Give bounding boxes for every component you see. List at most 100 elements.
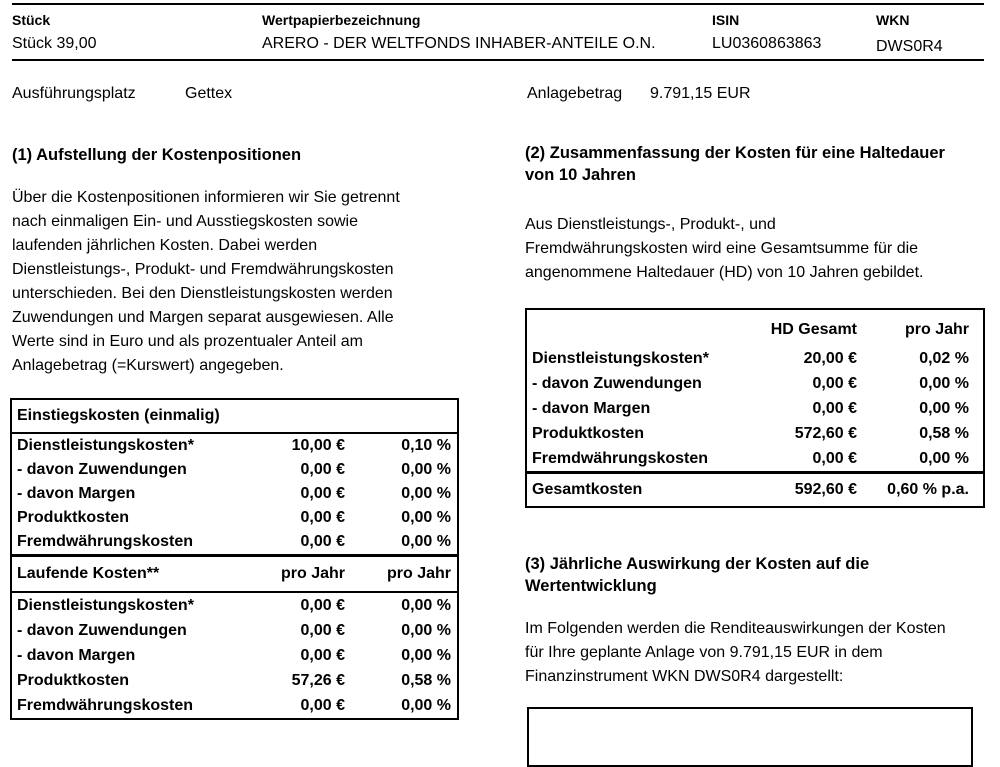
section2-paragraph: Aus Dienstleistungs-, Produkt-, und Frem… [525, 216, 924, 281]
cost-eur-cell: 0,00 € [300, 533, 345, 550]
table-row: Produktkosten 57,26 € 0,58 % [12, 668, 457, 693]
cost-eur-cell: 20,00 € [803, 350, 857, 367]
cost-eur-cell: 57,26 € [291, 672, 345, 689]
section3-paragraph: Im Folgenden werden die Renditeauswirkun… [525, 620, 946, 685]
summary-col3-header: pro Jahr [904, 321, 969, 338]
section2-heading: (2) Zusammenfassung der Kosten für eine … [525, 144, 945, 184]
cost-label-cell: Dienstleistungskosten* [17, 437, 194, 454]
cost-pct-cell: 0,00 % [401, 509, 451, 526]
cost-eur-cell: 0,00 € [812, 375, 857, 392]
isin-value: LU0360863863 [712, 35, 822, 52]
table-row: - davon Margen 0,00 € 0,00 % [527, 396, 983, 421]
cost-pct-cell: 0,00 % [401, 485, 451, 502]
security-quantity-field: Stück Stück 39,00 [12, 13, 97, 52]
running-costs-header: Laufende Kosten** [17, 565, 160, 582]
cost-pct-cell: 0,00 % [401, 697, 451, 714]
cost-pct-cell: 0,00 % [401, 597, 451, 614]
wkn-value: DWS0R4 [876, 38, 943, 55]
wkn-field: WKN DWS0R4 [876, 13, 943, 55]
table-row: Produktkosten 0,00 € 0,00 % [12, 506, 457, 530]
running-costs-col3-header: pro Jahr [386, 565, 451, 582]
cost-label-cell: - davon Margen [532, 400, 651, 417]
cost-label-cell: Fremdwährungskosten [17, 697, 194, 714]
cost-eur-cell: 0,00 € [300, 461, 345, 478]
cost-label-cell: Fremdwährungskosten [532, 450, 709, 467]
divider-header-bottom [12, 59, 984, 61]
cost-eur-cell: 0,00 € [812, 450, 857, 467]
summary-header-row: HD Gesamt pro Jahr [527, 310, 983, 346]
summary-col2-header: HD Gesamt [770, 321, 857, 338]
cost-pct-cell: 0,58 % [919, 425, 969, 442]
cost-eur-cell: 0,00 € [300, 697, 345, 714]
table-row: - davon Zuwendungen 0,00 € 0,00 % [12, 618, 457, 643]
cost-label-cell: - davon Zuwendungen [17, 461, 187, 478]
cost-eur-cell: 572,60 € [794, 425, 857, 442]
isin-label: ISIN [712, 12, 740, 28]
cost-pct-cell: 0,00 % [401, 533, 451, 550]
table-row: Dienstleistungskosten* 20,00 € 0,02 % [527, 346, 983, 371]
cost-pct-cell: 0,58 % [401, 672, 451, 689]
wkn-label: WKN [876, 12, 910, 28]
table-row: Produktkosten 572,60 € 0,58 % [527, 421, 983, 446]
entry-costs-header: Einstiegskosten (einmalig) [12, 400, 457, 434]
execution-venue-value: Gettex [185, 85, 233, 102]
table-row: - davon Margen 0,00 € 0,00 % [12, 482, 457, 506]
summary-empty-header [527, 310, 742, 346]
cost-label-cell: - davon Zuwendungen [532, 375, 702, 392]
cost-label-cell: Fremdwährungskosten [17, 533, 194, 550]
total-label-cell: Gesamtkosten [532, 481, 643, 498]
table-row: - davon Margen 0,00 € 0,00 % [12, 643, 457, 668]
table-row: Dienstleistungskosten* 10,00 € 0,10 % [12, 434, 457, 458]
cost-label-cell: Produktkosten [17, 672, 130, 689]
return-impact-box [527, 707, 973, 767]
cost-pct-cell: 0,00 % [401, 647, 451, 664]
cost-label-cell: - davon Margen [17, 485, 136, 502]
cost-eur-cell: 0,00 € [300, 622, 345, 639]
total-costs-row: Gesamtkosten 592,60 € 0,60 % p.a. [527, 471, 983, 506]
table-row: - davon Zuwendungen 0,00 € 0,00 % [527, 371, 983, 396]
cost-pct-cell: 0,02 % [919, 350, 969, 367]
isin-field: ISIN LU0360863863 [712, 13, 821, 52]
cost-pct-cell: 0,00 % [401, 461, 451, 478]
quantity-value: Stück 39,00 [12, 35, 97, 52]
cost-eur-cell: 0,00 € [300, 485, 345, 502]
cost-pct-cell: 0,00 % [919, 400, 969, 417]
section3-heading: (3) Jährliche Auswirkung der Kosten auf … [525, 555, 870, 595]
cost-eur-cell: 0,00 € [812, 400, 857, 417]
cost-eur-cell: 0,00 € [300, 597, 345, 614]
table-row: Fremdwährungskosten 0,00 € 0,00 % [12, 530, 457, 554]
cost-pct-cell: 0,00 % [401, 622, 451, 639]
table-row: - davon Zuwendungen 0,00 € 0,00 % [12, 458, 457, 482]
cost-label-cell: - davon Margen [17, 647, 136, 664]
investment-amount-value: 9.791,15 EUR [650, 85, 751, 102]
cost-label-cell: Produktkosten [17, 509, 130, 526]
summary-costs-table: HD Gesamt pro Jahr Dienstleistungskosten… [525, 308, 985, 508]
cost-eur-cell: 10,00 € [291, 437, 345, 454]
cost-pct-cell: 0,10 % [401, 437, 451, 454]
section1-paragraph: Über die Kostenpositionen informieren wi… [12, 189, 400, 374]
cost-label-cell: - davon Zuwendungen [17, 622, 187, 639]
total-pct-cell: 0,60 % p.a. [887, 481, 969, 498]
table-row: Fremdwährungskosten 0,00 € 0,00 % [12, 693, 457, 718]
running-costs-col2-header: pro Jahr [280, 565, 345, 582]
cost-label-cell: Dienstleistungskosten* [17, 597, 194, 614]
security-name-label: Wertpapierbezeichnung [262, 12, 421, 28]
table-row: Dienstleistungskosten* 0,00 € 0,00 % [12, 593, 457, 618]
table-row: Fremdwährungskosten 0,00 € 0,00 % [527, 446, 983, 471]
divider-top [12, 3, 984, 5]
cost-eur-cell: 0,00 € [300, 647, 345, 664]
cost-pct-cell: 0,00 % [919, 450, 969, 467]
total-eur-cell: 592,60 € [794, 481, 857, 498]
entry-and-running-costs-table: Einstiegskosten (einmalig) Dienstleistun… [10, 398, 459, 720]
cost-label-cell: Dienstleistungskosten* [532, 350, 709, 367]
investment-amount-label: Anlagebetrag [527, 85, 623, 102]
security-name-value: ARERO - DER WELTFONDS INHABER-ANTEILE O.… [262, 35, 656, 52]
quantity-label: Stück [12, 12, 51, 28]
cost-label-cell: Produktkosten [532, 425, 645, 442]
section1-heading: (1) Aufstellung der Kostenpositionen [12, 146, 302, 164]
security-name-field: Wertpapierbezeichnung ARERO - DER WELTFO… [262, 13, 656, 52]
cost-eur-cell: 0,00 € [300, 509, 345, 526]
execution-venue-label: Ausführungsplatz [12, 85, 136, 102]
cost-pct-cell: 0,00 % [919, 375, 969, 392]
running-costs-header-row: Laufende Kosten** pro Jahr pro Jahr [12, 554, 457, 593]
